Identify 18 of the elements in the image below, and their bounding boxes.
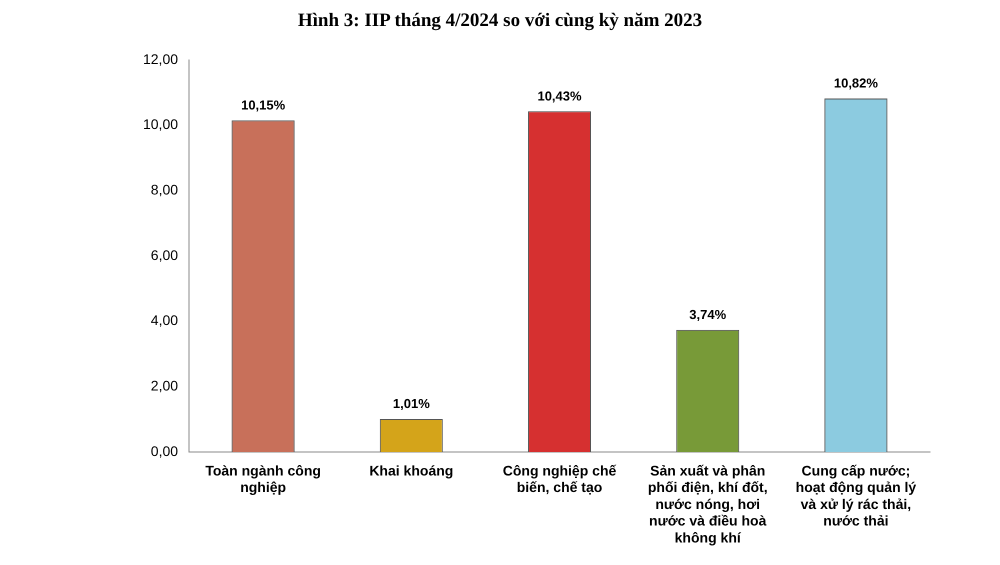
data-label: 1,01% [392,396,430,412]
y-tick-label: 6,00 [150,246,178,263]
y-tick-label: 8,00 [150,182,178,198]
y-tick-label: 12,00 [142,50,178,67]
y-tick-label: 0,00 [150,442,178,459]
y-tick-label: 4,00 [150,312,178,328]
data-label: 3,74% [689,306,727,322]
x-tick-label: Toàn ngành công nghiệp [205,462,321,496]
x-tick-label: Sản xuất và phân phối điện, khí đốt, nước nóng, hơi nước và điều hoà không khí [648,462,768,546]
y-tick-label: 10,00 [142,116,178,132]
data-label: 10,82% [834,76,878,91]
x-tick-label: Cung cấp nước; hoạt động quản lý và xử lý rác thải, nước thải [796,462,916,529]
y-tick-label: 2,00 [150,378,178,394]
chart-title: Hình 3: IIP tháng 4/2024 so với cùng kỳ năm 2023 [296,10,704,33]
data-label: 10,15% [241,98,286,113]
x-tick-label: Công nghiệp chế biến, chế tạo [502,462,616,496]
data-label: 10,43% [537,88,582,104]
x-tick-label: Khai khoáng [369,462,454,478]
